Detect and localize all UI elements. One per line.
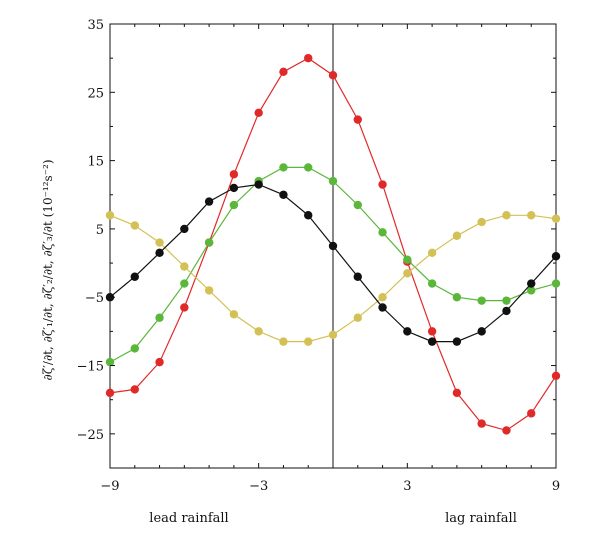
series-point-3 xyxy=(477,327,486,336)
x-tick-label: −3 xyxy=(249,479,268,494)
y-tick-label: 15 xyxy=(87,155,104,170)
series-point-1 xyxy=(279,163,288,172)
annotation-lead-rainfall: lead rainfall xyxy=(149,511,228,526)
series-point-3 xyxy=(427,337,437,346)
series-point-0 xyxy=(180,303,189,312)
series-point-1 xyxy=(105,357,115,367)
series-point-1 xyxy=(328,176,338,186)
series-point-1 xyxy=(551,279,561,288)
series-point-2 xyxy=(304,337,313,346)
series-point-0 xyxy=(427,327,437,336)
series-point-1 xyxy=(204,238,214,247)
series-point-3 xyxy=(180,224,189,234)
y-tick-label: −25 xyxy=(77,428,104,443)
series-point-2 xyxy=(279,337,288,346)
series-point-3 xyxy=(551,252,561,261)
series-point-2 xyxy=(353,313,362,322)
series-point-1 xyxy=(403,255,412,264)
series-point-2 xyxy=(254,327,263,336)
series-point-2 xyxy=(403,269,412,278)
series-point-0 xyxy=(130,385,139,394)
axis-ticks: 35 25 15 5 −5 −15 −25 −9 −3 3 9 xyxy=(77,18,561,494)
series-point-1 xyxy=(427,279,437,288)
series-point-0 xyxy=(452,388,462,398)
series-point-1 xyxy=(502,296,511,305)
y-tick-label: 35 xyxy=(87,18,104,33)
series-point-2 xyxy=(502,211,511,220)
series-point-0 xyxy=(551,371,561,380)
series-point-1 xyxy=(130,344,139,353)
series-point-2 xyxy=(378,293,387,302)
series-point-2 xyxy=(229,310,239,319)
series-point-3 xyxy=(204,197,214,206)
series-point-0 xyxy=(155,357,164,367)
y-tick-label: −15 xyxy=(77,360,104,375)
series-point-3 xyxy=(279,190,288,199)
annotation-lag-rainfall: lag rainfall xyxy=(445,511,517,526)
x-tick-label: −9 xyxy=(100,479,119,494)
series-point-3 xyxy=(254,180,263,189)
series-point-3 xyxy=(378,303,387,312)
series-point-2 xyxy=(204,286,214,295)
series-point-3 xyxy=(452,337,462,346)
series-group xyxy=(105,53,561,435)
series-point-0 xyxy=(353,115,362,124)
y-tick-label: 25 xyxy=(87,86,104,101)
x-tick-label: 3 xyxy=(403,479,411,494)
series-point-3 xyxy=(155,248,164,258)
series-point-1 xyxy=(229,200,239,210)
series-point-0 xyxy=(328,71,338,80)
series-point-2 xyxy=(427,248,437,258)
series-point-1 xyxy=(180,279,189,288)
series-point-0 xyxy=(527,409,536,418)
y-tick-label: 5 xyxy=(96,223,104,238)
series-point-3 xyxy=(229,183,239,193)
series-point-1 xyxy=(378,228,387,237)
series-point-1 xyxy=(452,293,462,302)
series-point-3 xyxy=(527,279,536,288)
series-point-2 xyxy=(130,221,139,230)
series-point-1 xyxy=(304,163,313,172)
series-point-2 xyxy=(180,262,189,271)
series-point-3 xyxy=(130,272,139,281)
series-point-0 xyxy=(378,180,387,189)
series-point-2 xyxy=(452,231,462,240)
series-point-1 xyxy=(527,286,536,295)
series-point-1 xyxy=(353,200,362,210)
series-point-3 xyxy=(353,272,362,281)
series-point-2 xyxy=(551,214,561,223)
series-point-0 xyxy=(279,67,288,77)
series-point-0 xyxy=(105,388,115,398)
series-point-1 xyxy=(477,296,486,305)
series-point-3 xyxy=(328,241,338,251)
series-point-2 xyxy=(328,330,338,339)
series-point-3 xyxy=(304,211,313,220)
series-point-2 xyxy=(527,211,536,220)
y-tick-label: −5 xyxy=(85,291,104,306)
y-axis-label: ∂ζ′/∂t, ∂ζ′₁/∂t, ∂ζ′₂/∂t, ∂ζ′₃/∂t (10⁻¹²… xyxy=(41,159,55,380)
series-point-0 xyxy=(502,426,511,435)
series-point-0 xyxy=(304,53,313,63)
series-point-3 xyxy=(403,327,412,336)
x-tick-label: 9 xyxy=(552,479,560,494)
series-point-0 xyxy=(254,108,263,118)
series-point-2 xyxy=(477,217,486,227)
series-point-0 xyxy=(229,170,239,179)
series-point-2 xyxy=(105,211,115,220)
series-point-1 xyxy=(155,313,164,322)
series-point-0 xyxy=(477,419,486,428)
series-point-2 xyxy=(155,238,164,247)
series-point-3 xyxy=(502,306,511,316)
